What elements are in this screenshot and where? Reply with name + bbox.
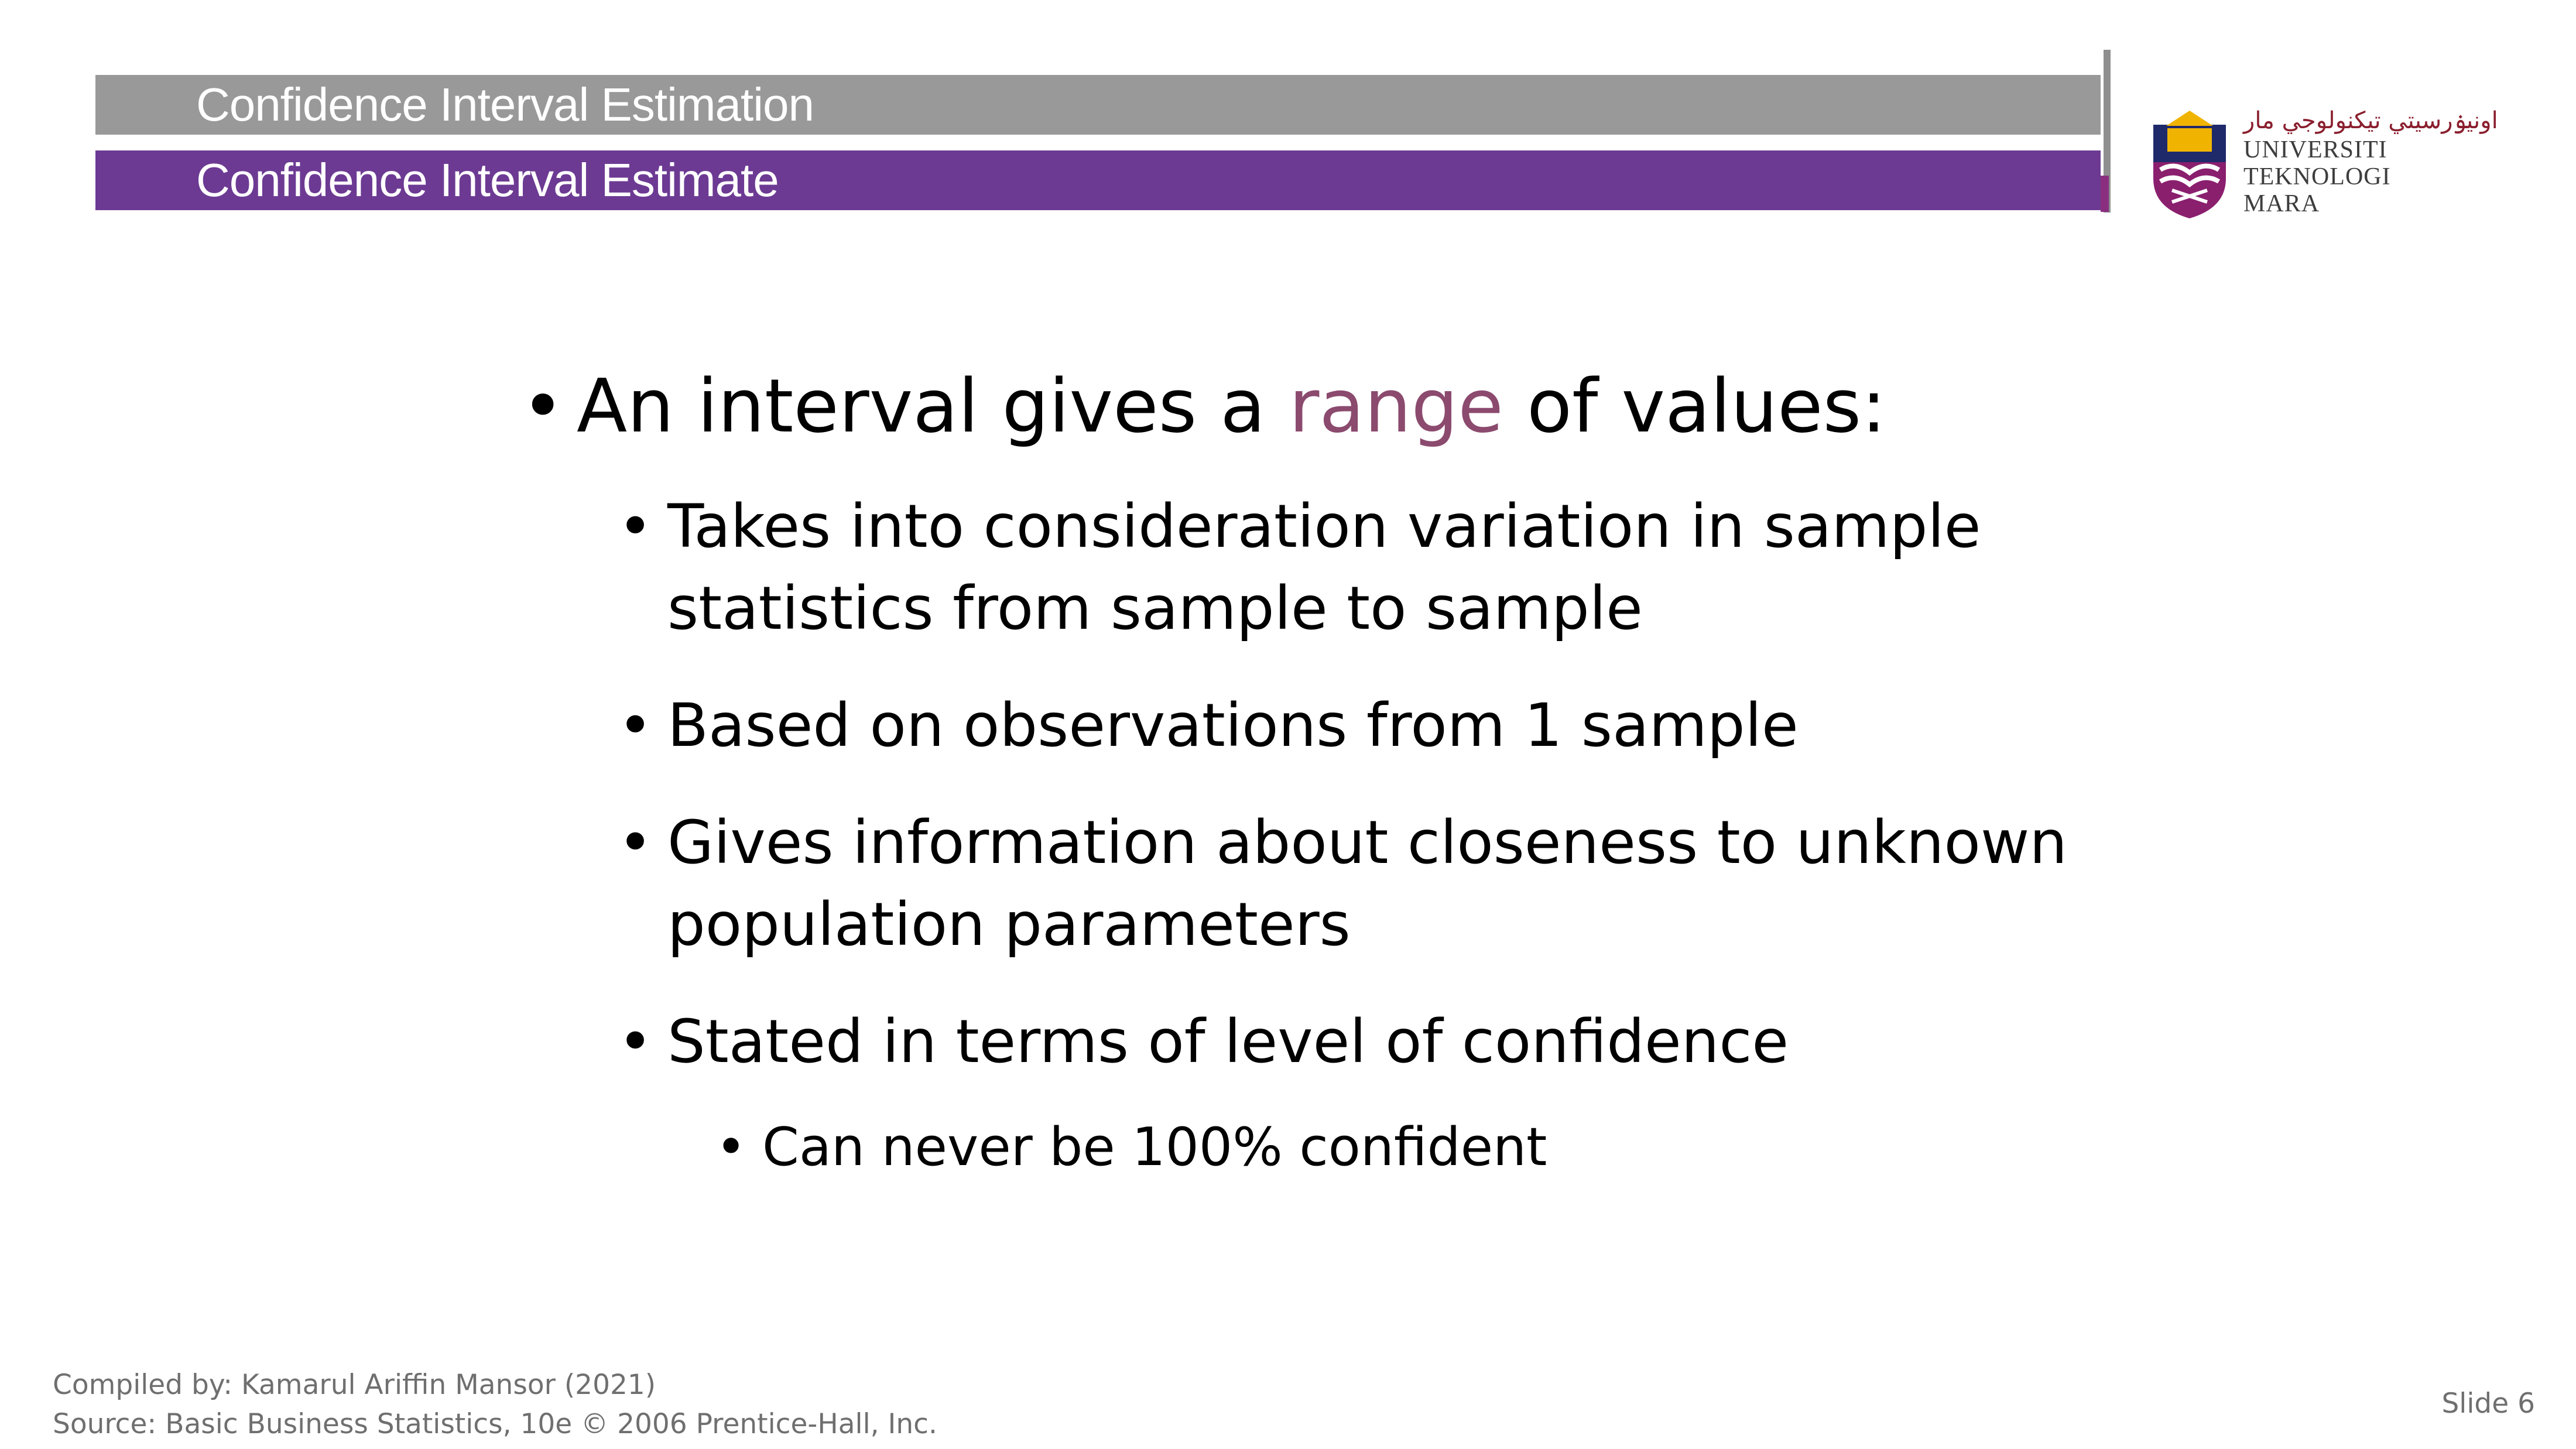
sub-bullet-text: Gives information about closeness to unk… [667, 808, 2068, 960]
uitm-emblem-icon [2153, 111, 2226, 218]
section-title: Confidence Interval Estimation [196, 78, 814, 131]
slide-title: Confidence Interval Estimate [196, 154, 779, 206]
sub-sub-bullet-text: Can never be 100% confident [762, 1116, 1547, 1178]
slide-number: Slide 6 [2441, 1388, 2535, 1420]
section-title-bar: Confidence Interval Estimation [95, 75, 2101, 135]
header-divider-accent [2101, 176, 2109, 212]
sub-bullet-text: Stated in terms of level of confidence [667, 1007, 1789, 1077]
footer-source: Source: Basic Business Statistics, 10e ©… [53, 1408, 937, 1440]
sub-bullet-text: Based on observations from 1 sample [667, 691, 1799, 761]
logo-jawi-text: اونيۏرسيتي تيكنولوجي مار [2243, 107, 2498, 134]
slide-title-bar: Confidence Interval Estimate [95, 150, 2101, 210]
university-logo: اونيۏرسيتي تيكنولوجي مار UNIVERSITI TEKN… [2143, 107, 2498, 220]
footer-compiled-by: Compiled by: Kamarul Ariffin Mansor (202… [53, 1369, 656, 1401]
logo-text-universiti: UNIVERSITI [2243, 136, 2387, 163]
logo-text-mara: MARA [2243, 190, 2320, 217]
sub-bullet-text: Takes into consideration variation in sa… [667, 492, 1981, 643]
bullet-icon: • [618, 1007, 653, 1077]
bullet-icon: • [618, 691, 653, 761]
main-bullet-text: An interval gives a range of values: [577, 363, 1886, 449]
bullet-icon: • [715, 1116, 747, 1178]
bullet-icon: • [618, 492, 653, 561]
bullet-icon: • [521, 363, 565, 449]
logo-text-teknologi: TEKNOLOGI [2243, 163, 2391, 190]
header-divider [2104, 50, 2111, 213]
bullet-icon: • [618, 808, 653, 878]
highlight-word: range [1289, 363, 1503, 449]
